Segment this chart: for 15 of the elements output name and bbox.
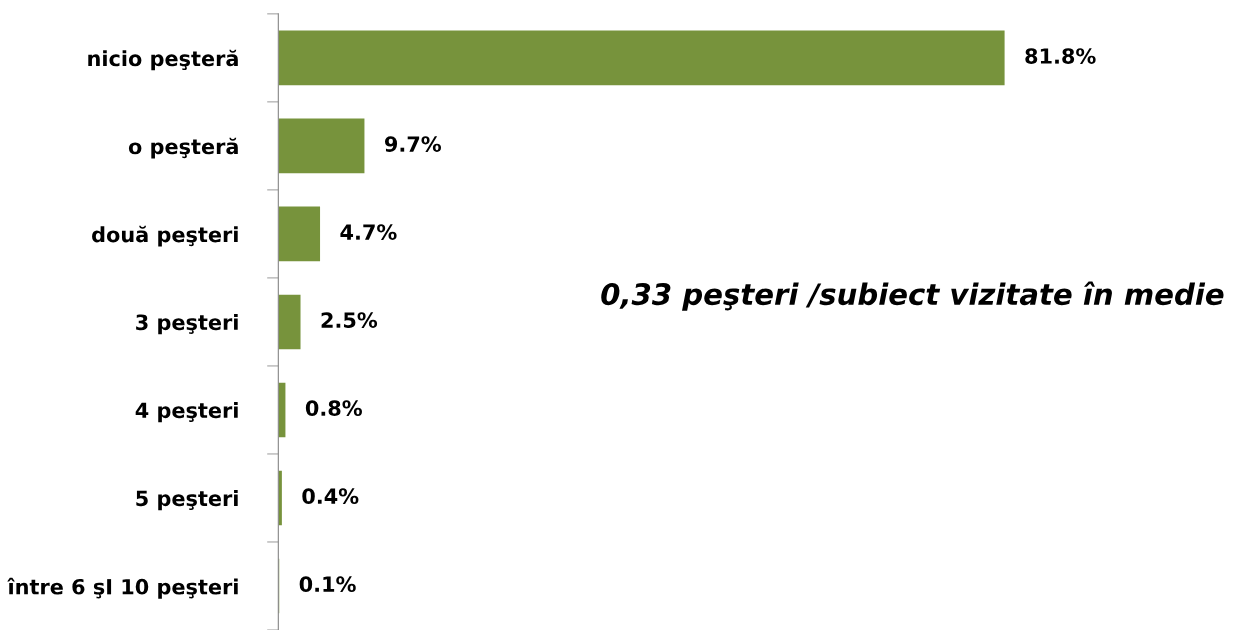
- data-label: 9.7%: [384, 136, 442, 152]
- data-label: 4.7%: [340, 224, 397, 240]
- y-tick-label: o peşteră: [128, 137, 238, 159]
- data-label: 81.8%: [1025, 48, 1096, 64]
- data-label: 0.4%: [302, 488, 359, 505]
- data-label: 0.8%: [305, 400, 362, 416]
- y-tick-label: 3 peşteri: [136, 314, 238, 335]
- y-tick-label: între 6 şI 10 peşteri: [7, 577, 238, 599]
- y-tick-label: 4 peşteri: [135, 402, 238, 423]
- data-label: 2.5%: [321, 312, 378, 328]
- y-tick-label: nicio peşteră: [88, 49, 238, 71]
- y-tick-label: două peşteri: [92, 225, 238, 247]
- data-label: 0.1%: [299, 576, 356, 593]
- annotation: 0,33 peşteri /subiect vizitate în medie: [601, 281, 1224, 311]
- y-tick-label: 5 peşteri: [136, 490, 238, 511]
